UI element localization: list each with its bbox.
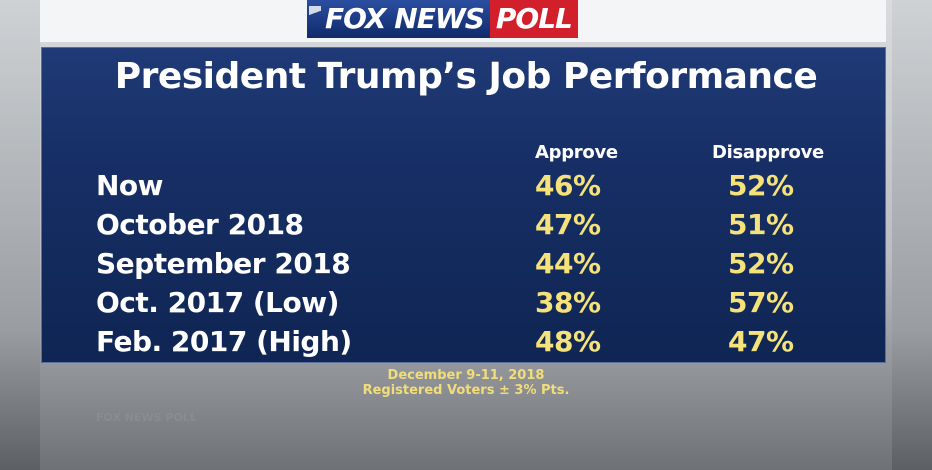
- background-panel-left: [0, 0, 40, 470]
- row-label: Feb. 2017 (High): [96, 325, 352, 358]
- footnote: December 9-11, 2018 Registered Voters ± …: [0, 368, 932, 398]
- disapprove-value: 57%: [728, 286, 794, 319]
- footnote-sample: Registered Voters ± 3% Pts.: [362, 383, 570, 398]
- disapprove-value: 52%: [728, 247, 794, 280]
- disapprove-value: 52%: [728, 169, 794, 202]
- approve-value: 44%: [535, 247, 601, 280]
- column-header-disapprove: Disapprove: [712, 142, 824, 163]
- chart-title: President Trump’s Job Performance: [114, 56, 818, 97]
- table-row: September 2018 44% 52%: [0, 245, 932, 283]
- background-panel-right: [892, 0, 932, 470]
- column-header-approve: Approve: [535, 142, 618, 163]
- table-row: October 2018 47% 51%: [0, 206, 932, 244]
- fox-news-poll-logo: FOX NEWS POLL: [307, 0, 578, 38]
- table-row: Oct. 2017 (Low) 38% 57%: [0, 284, 932, 322]
- row-label: Oct. 2017 (Low): [96, 286, 339, 319]
- watermark-logo: FOX NEWS POLL: [96, 411, 197, 424]
- logo-poll: POLL: [489, 0, 578, 38]
- row-label: October 2018: [96, 208, 304, 241]
- row-label: September 2018: [96, 247, 351, 280]
- disapprove-value: 47%: [728, 325, 794, 358]
- approve-value: 48%: [535, 325, 601, 358]
- approve-value: 47%: [535, 208, 601, 241]
- table-row: Feb. 2017 (High) 48% 47%: [0, 323, 932, 361]
- row-label: Now: [96, 169, 164, 202]
- footnote-date: December 9-11, 2018: [387, 368, 545, 383]
- approve-value: 46%: [535, 169, 601, 202]
- logo-fox-news: FOX NEWS: [307, 0, 490, 38]
- disapprove-value: 51%: [728, 208, 794, 241]
- approve-value: 38%: [535, 286, 601, 319]
- poll-board: [41, 47, 886, 363]
- table-row: Now 46% 52%: [0, 167, 932, 205]
